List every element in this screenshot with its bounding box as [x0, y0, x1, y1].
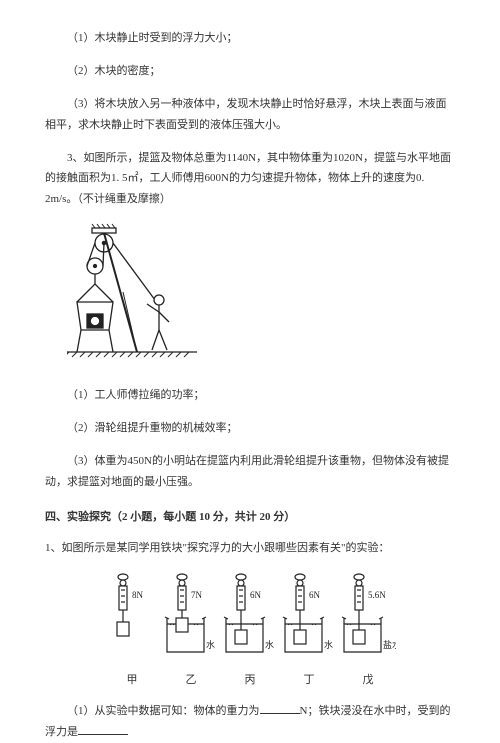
- svg-text:水: 水: [324, 639, 333, 650]
- svg-text:水: 水: [206, 639, 215, 650]
- q1-sub2: （2）木块的密度；: [45, 61, 455, 82]
- pulley-figure: [45, 222, 455, 375]
- experiment-figure: 8N甲7N水乙6N水丙6N水丁5.6N盐水戊: [45, 570, 455, 691]
- exp-item-4: 5.6N盐水戊: [341, 570, 396, 691]
- s4-q1-stem: 1、如图所示是某同学用铁块"探究浮力的大小跟哪些因素有关"的实验：: [45, 538, 455, 559]
- exp-item-0: 8N甲: [105, 570, 160, 691]
- blank-buoyancy: [78, 724, 128, 735]
- q3-sub2: （2）滑轮组提升重物的机械效率；: [45, 418, 455, 439]
- q3-stem: 3、如图所示，提篮及物体总重为1140N，其中物体重为1020N，提篮与水平地面…: [45, 148, 455, 211]
- q3-sub1: （1）工人师傅拉绳的功率；: [45, 385, 455, 406]
- q1-sub3: （3）将木块放入另一种液体中，发现木块静止时恰好悬浮，木块上表面与液面相平，求木…: [45, 94, 455, 136]
- s4-q1-sub1-a: （1）从实验中数据可知：物体的重力为: [67, 705, 260, 717]
- exp-item-1: 7N水乙: [164, 570, 219, 691]
- blank-weight: [260, 703, 300, 714]
- svg-text:盐水: 盐水: [383, 639, 396, 650]
- section4-title: 四、实验探究（2 小题，每小题 10 分，共计 20 分）: [45, 507, 455, 528]
- svg-text:6N: 6N: [309, 590, 321, 600]
- q1-sub1: （1）木块静止时受到的浮力大小；: [45, 28, 455, 49]
- exp-item-3: 6N水丁: [282, 570, 337, 691]
- svg-text:5.6N: 5.6N: [368, 590, 386, 600]
- q3-sub3: （3）体重为450N的小明站在提篮内利用此滑轮组提升该重物，但物体没有被提动，求…: [45, 451, 455, 493]
- svg-text:6N: 6N: [250, 590, 262, 600]
- svg-text:7N: 7N: [191, 590, 203, 600]
- svg-text:8N: 8N: [132, 590, 144, 600]
- exp-item-2: 6N水丙: [223, 570, 278, 691]
- s4-q1-sub1: （1）从实验中数据可知：物体的重力为N；铁块浸没在水中时，受到的浮力是: [45, 701, 455, 743]
- svg-text:水: 水: [265, 639, 274, 650]
